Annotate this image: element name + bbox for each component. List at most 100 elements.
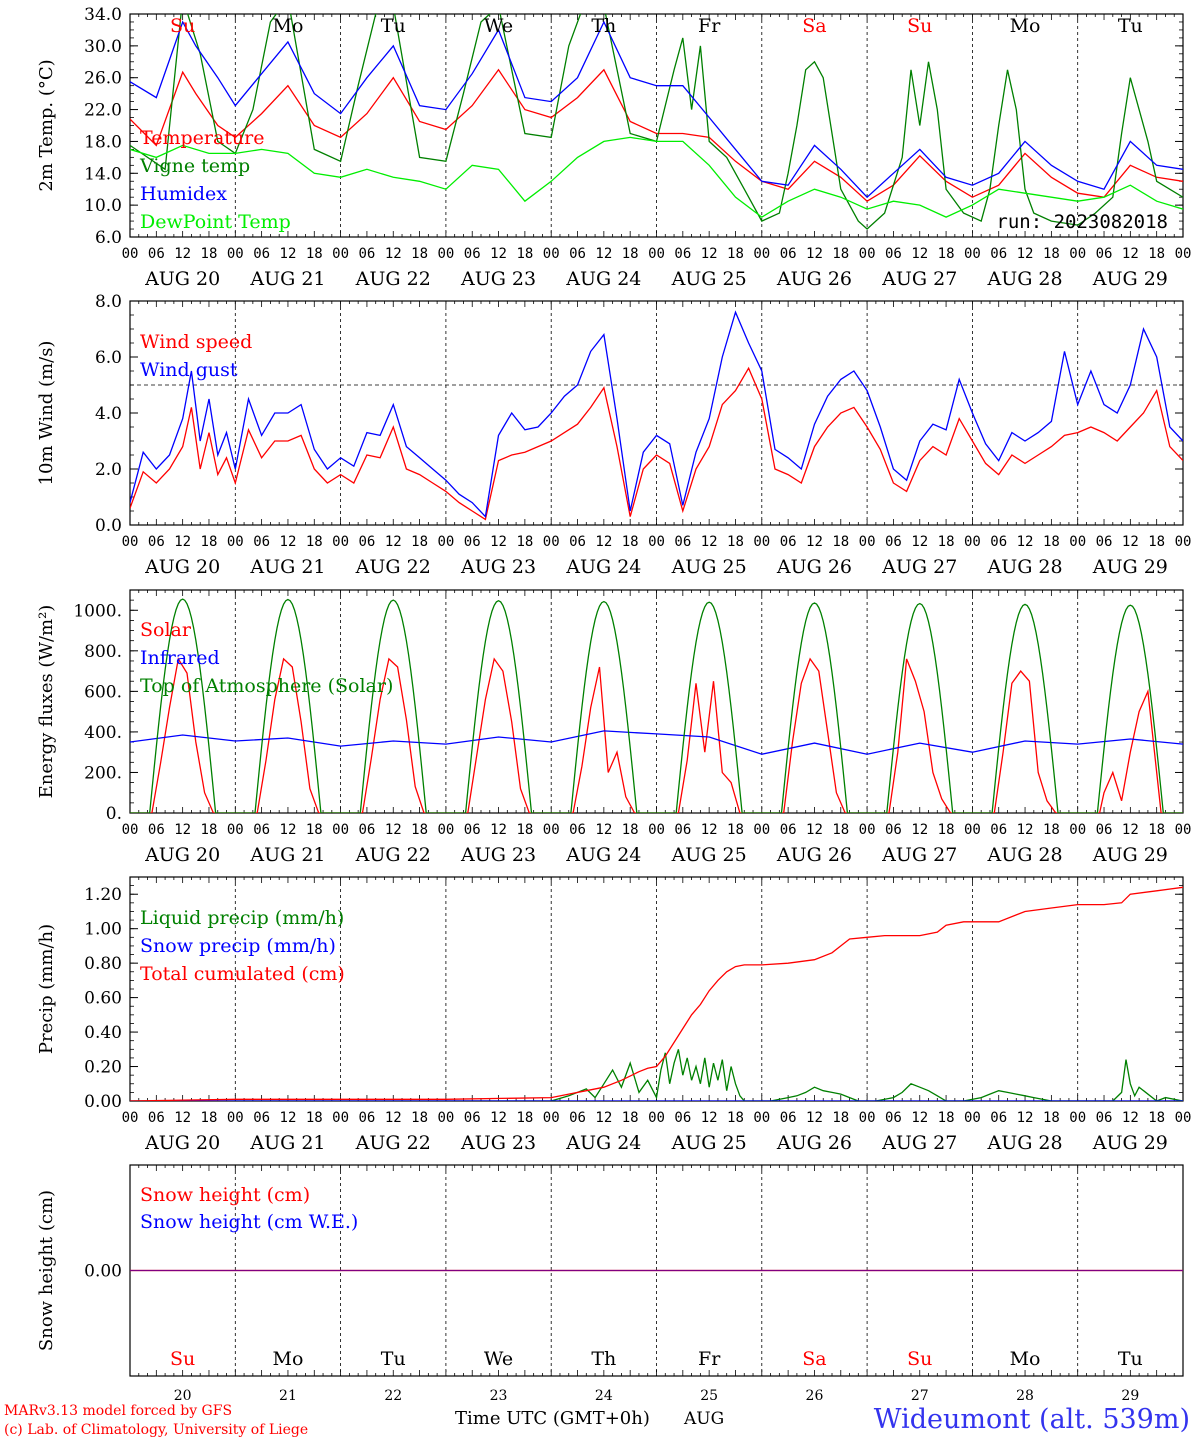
wind-x-tick-label: 18 [1148,534,1165,550]
energy-legend-entry: Infrared [140,647,220,669]
precip-x-tick-label: 00 [332,1110,349,1126]
credit-line-1: MARv3.13 model forced by GFS [4,1403,232,1419]
temp-x-tick-label: 00 [648,246,665,262]
precip-x-tick-label: 12 [701,1110,718,1126]
wind-x-tick-label: 12 [911,534,928,550]
wind-date-label: AUG 29 [1092,556,1168,578]
energy-x-tick-label: 18 [1043,822,1060,838]
wind-x-tick-label: 18 [832,534,849,550]
snow-day-number: 27 [911,1388,929,1404]
precip-y-tick-label: 0.00 [84,1092,122,1112]
energy-x-tick-label: 00 [543,822,560,838]
wind-x-tick-label: 06 [780,534,797,550]
energy-x-tick-label: 18 [1148,822,1165,838]
temp-x-tick-label: 00 [543,246,560,262]
wind-x-tick-label: 18 [411,534,428,550]
temp-day-name: We [484,15,513,37]
precip-date-label: AUG 20 [144,1132,220,1154]
temp-date-label: AUG 29 [1092,268,1168,290]
wind-x-tick-label: 06 [148,534,165,550]
temp-legend-entry: DewPoint Temp [140,211,291,233]
snow-day-name: Sa [802,1348,826,1370]
temp-x-tick-label: 00 [753,246,770,262]
snow-day-number: 24 [595,1388,613,1404]
energy-x-tick-label: 18 [201,822,218,838]
wind-legend-entry: Wind speed [140,331,252,353]
energy-y-tick-label: 200. [84,763,122,783]
energy-x-tick-label: 00 [753,822,770,838]
precip-x-tick-label: 18 [1148,1110,1165,1126]
temp-y-tick-label: 18.0 [84,132,122,152]
precip-x-tick-label: 12 [1017,1110,1034,1126]
precip-date-label: AUG 25 [671,1132,747,1154]
wind-x-tick-label: 00 [122,534,139,550]
precip-y-tick-label: 0.40 [84,1023,122,1043]
energy-frame [129,589,1184,814]
energy-x-tick-label: 12 [385,822,402,838]
energy-series-top-of-atmosphere-solar [130,598,1183,813]
snow-day-name: Tu [381,1348,406,1370]
energy-date-label: AUG 24 [565,844,641,866]
energy-x-tick-label: 18 [832,822,849,838]
temp-x-tick-label: 12 [595,246,612,262]
wind-x-tick-label: 12 [806,534,823,550]
precip-legend-entry: Snow precip (mm/h) [140,935,336,957]
snow-y-tick-label: 0.00 [84,1262,122,1282]
snow-day-number: 29 [1121,1388,1139,1404]
temp-x-tick-label: 18 [1043,246,1060,262]
temp-x-tick-label: 12 [1122,246,1139,262]
time-axis-label: Time UTC (GMT+0h) [455,1408,650,1429]
energy-x-tick-label: 06 [885,822,902,838]
temp-x-tick-label: 06 [358,246,375,262]
temp-x-tick-label: 12 [911,246,928,262]
temp-y-tick-label: 30.0 [84,37,122,57]
energy-x-tick-label: 18 [727,822,744,838]
wind-x-tick-label: 18 [201,534,218,550]
precip-panel: 0.00 0.20 0.40 0.60 0.80 1.00 1.20 Precip (mm/h… [36,876,1191,1154]
energy-y-tick-label: 600. [84,682,122,702]
snow-day-name: Tu [1118,1348,1143,1370]
precip-x-tick-label: 00 [648,1110,665,1126]
temp-x-tick-label: 06 [253,246,270,262]
precip-x-tick-label: 18 [622,1110,639,1126]
temp-x-tick-label: 00 [964,246,981,262]
energy-x-tick-label: 12 [701,822,718,838]
energy-x-tick-label: 18 [516,822,533,838]
precip-x-tick-label: 00 [437,1110,454,1126]
wind-x-tick-label: 06 [990,534,1007,550]
precip-y-tick-label: 1.20 [84,885,122,905]
precip-x-tick-label: 00 [859,1110,876,1126]
energy-date-label: AUG 29 [1092,844,1168,866]
temp-day-name: Tu [1118,15,1143,37]
temp-day-name: Th [591,15,616,37]
wind-x-tick-label: 18 [938,534,955,550]
wind-x-tick-label: 12 [490,534,507,550]
wind-y-tick-label: 4.0 [95,404,122,424]
temp-day-name: Fr [698,15,721,37]
wind-x-tick-label: 18 [1043,534,1060,550]
energy-date-label: AUG 20 [144,844,220,866]
wind-series-wind-gust [130,310,1183,519]
temp-date-label: AUG 25 [671,268,747,290]
precip-date-label: AUG 21 [249,1132,325,1154]
energy-y-tick-label: 1000. [73,601,122,621]
temp-x-tick-label: 12 [806,246,823,262]
precip-y-tick-label: 0.80 [84,954,122,974]
snow-day-number: 25 [700,1388,718,1404]
snow-day-number: 28 [1016,1388,1034,1404]
precip-legend-entry: Liquid precip (mm/h) [140,907,344,929]
temp-y-tick-label: 34.0 [84,5,122,25]
wind-x-tick-label: 12 [595,534,612,550]
wind-date-label: AUG 23 [460,556,536,578]
temp-x-tick-label: 18 [411,246,428,262]
precip-x-tick-label: 06 [464,1110,481,1126]
energy-x-tick-label: 12 [280,822,297,838]
precip-x-tick-label: 18 [1043,1110,1060,1126]
energy-date-label: AUG 22 [355,844,431,866]
energy-x-tick-label: 12 [1122,822,1139,838]
energy-x-tick-label: 06 [990,822,1007,838]
precip-y-axis-label: Precip (mm/h) [36,924,57,1054]
temp-x-tick-label: 12 [701,246,718,262]
energy-x-tick-label: 06 [780,822,797,838]
temp-series-dewpoint-temp [130,136,1183,218]
